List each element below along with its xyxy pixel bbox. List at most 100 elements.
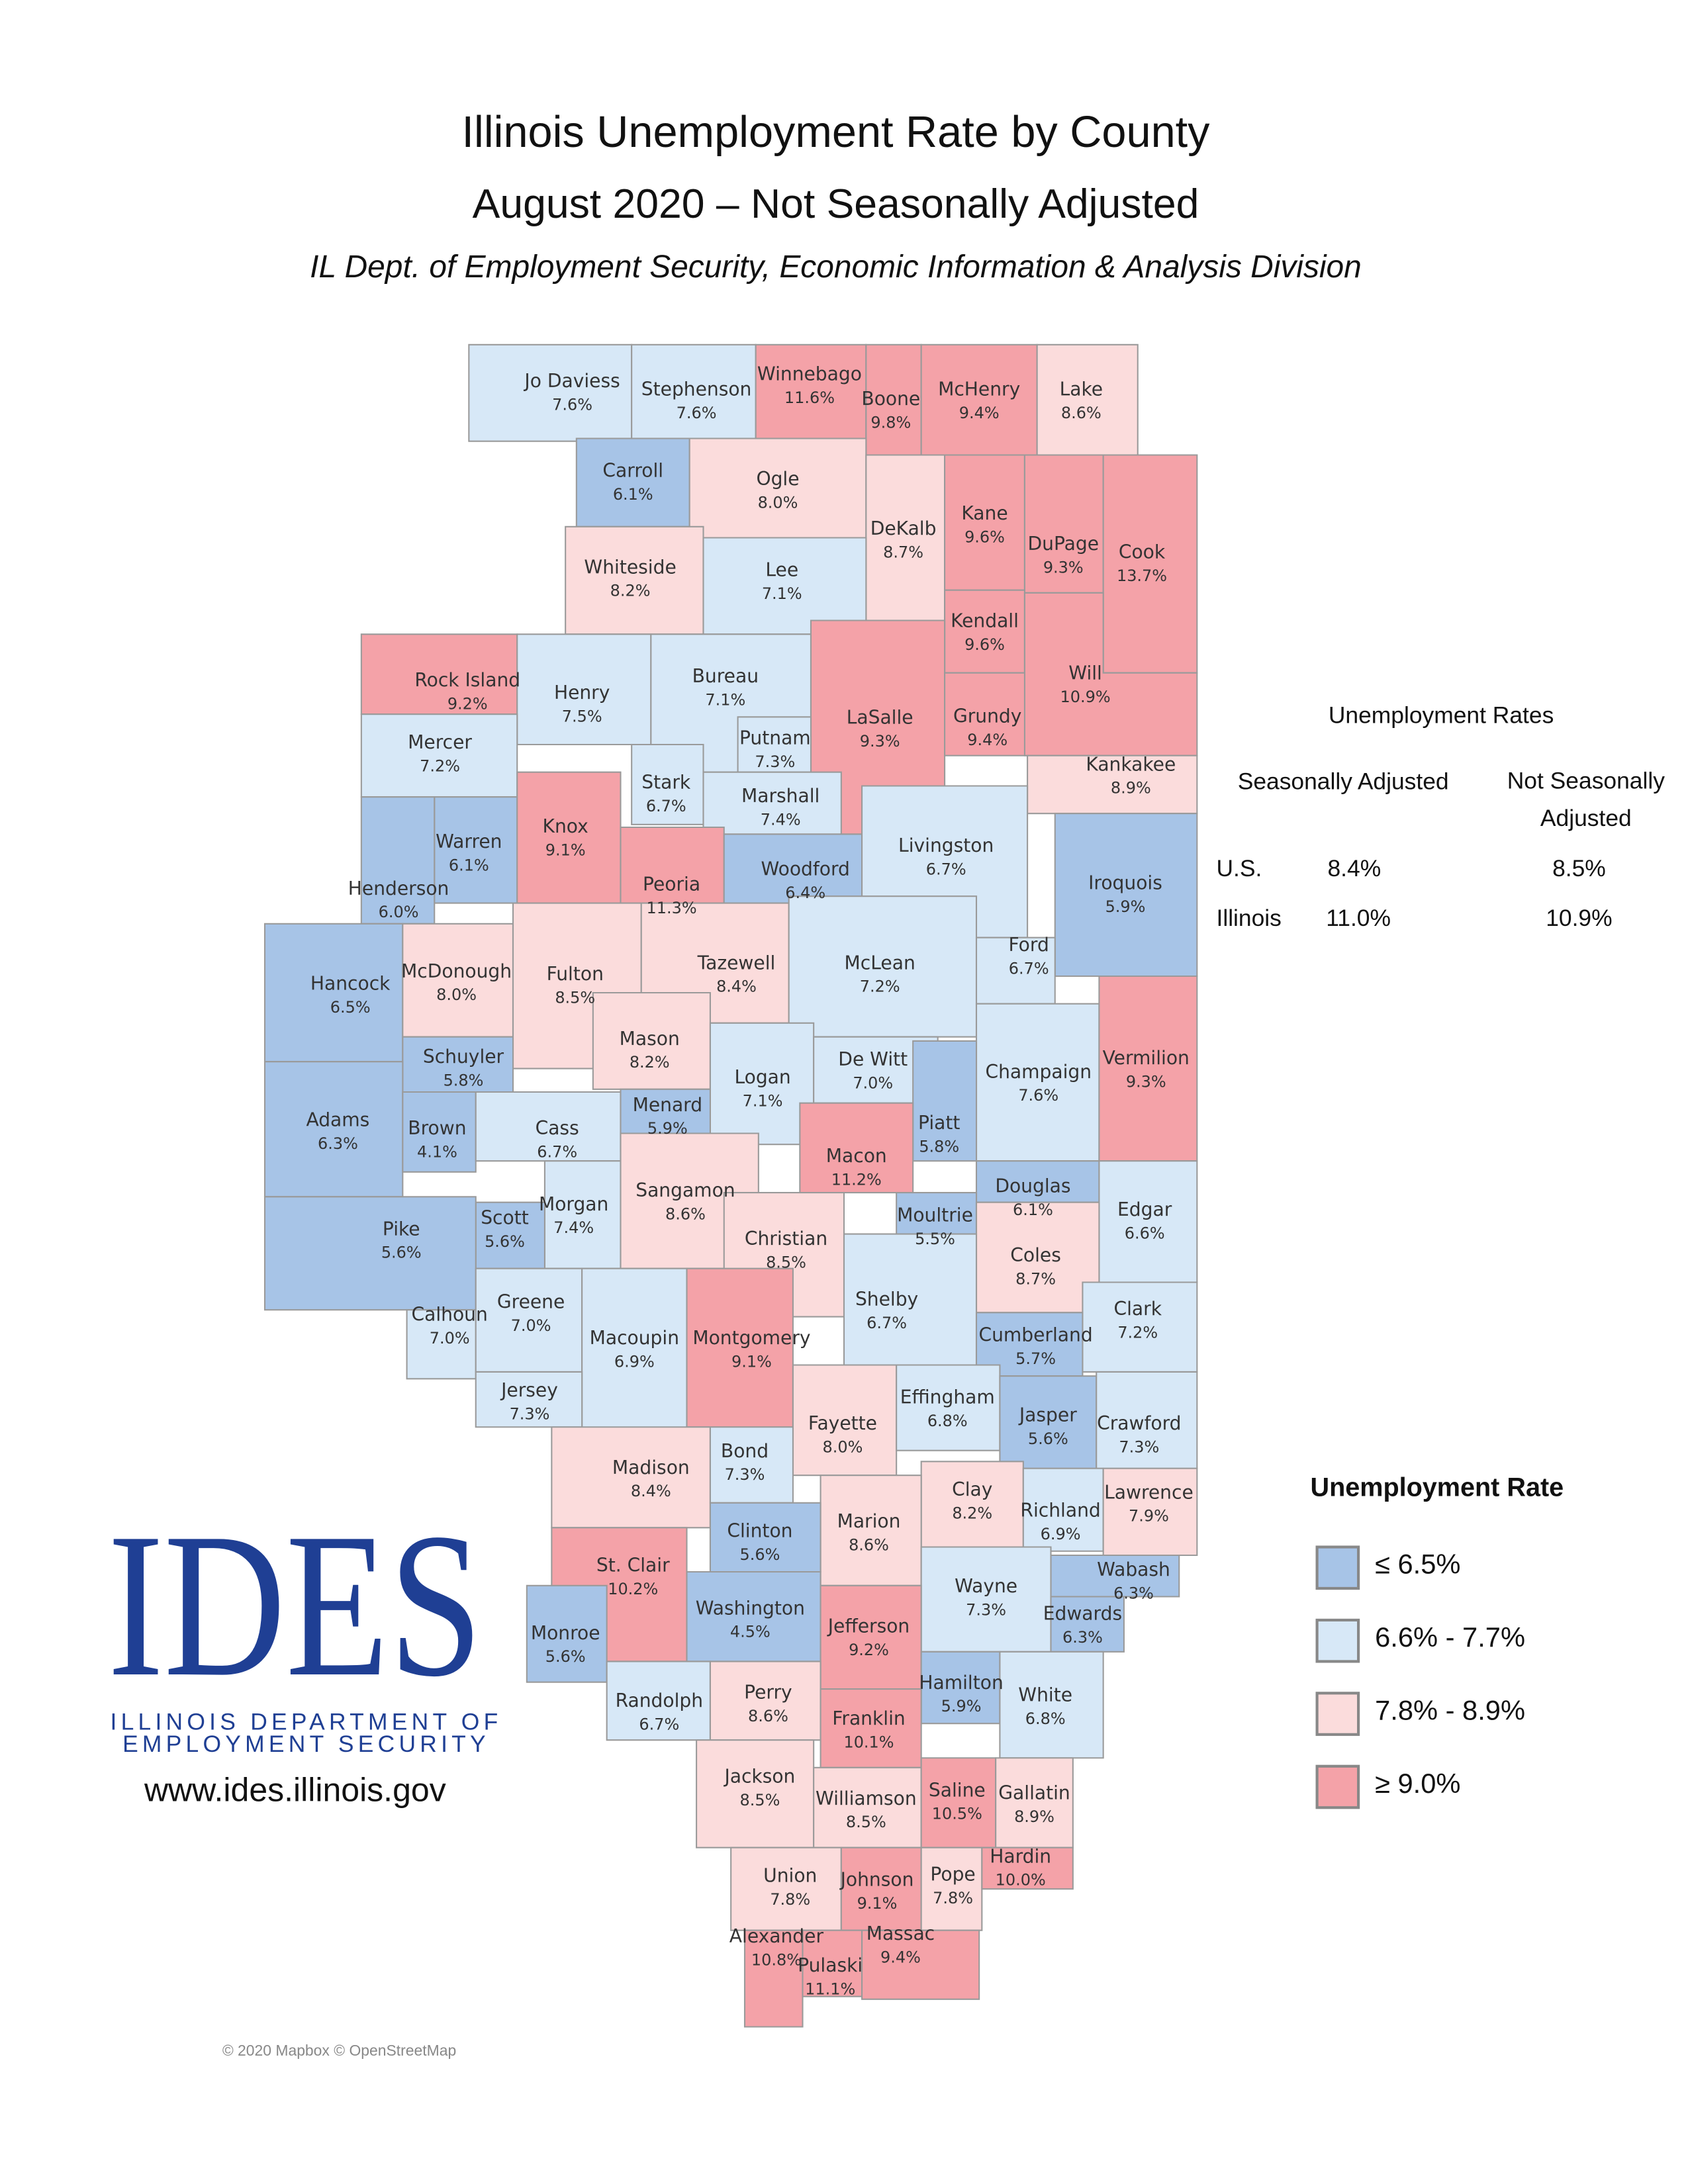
county-rate: 5.9%: [941, 1697, 982, 1715]
county-name: Clay: [952, 1479, 992, 1500]
county-name: Alexander: [729, 1925, 824, 1947]
county-name: Pope: [930, 1863, 975, 1885]
county: [1054, 813, 1198, 978]
county-rate: 5.5%: [915, 1230, 955, 1248]
county-name: Fulton: [547, 963, 604, 985]
county-rate: 6.7%: [646, 797, 686, 815]
county-name: Schuyler: [423, 1046, 504, 1068]
county: [360, 713, 518, 798]
county-name: Iroquois: [1088, 872, 1162, 893]
county-rate: 7.6%: [552, 396, 592, 414]
county-name: Stephenson: [641, 379, 752, 400]
county: [402, 1091, 477, 1173]
county-rate: 10.9%: [1060, 688, 1111, 706]
county-name: Gallatin: [998, 1782, 1070, 1803]
county-name: Champaign: [985, 1061, 1092, 1083]
county-name: Edwards: [1043, 1603, 1122, 1625]
county-name: Bureau: [692, 665, 759, 687]
county-rate: 7.3%: [755, 752, 795, 771]
county-name: Boone: [861, 388, 920, 410]
county-name: Kane: [961, 502, 1008, 524]
county-rate: 8.0%: [758, 493, 798, 512]
county-rate: 13.7%: [1117, 567, 1167, 585]
county-rate: 6.9%: [1041, 1525, 1081, 1543]
logo-line: EMPLOYMENT SECURITY: [122, 1731, 490, 1757]
county-name: Whiteside: [584, 556, 676, 578]
county-name: Lee: [765, 559, 798, 581]
logo-line: ILLINOIS DEPARTMENT OF: [111, 1709, 502, 1735]
legend-swatch: [1315, 1545, 1360, 1590]
cell: 8.5%: [1552, 855, 1606, 882]
county-name: Macoupin: [590, 1327, 679, 1349]
county: [920, 1846, 983, 1931]
legend-swatch: [1315, 1764, 1360, 1809]
row-label: Illinois: [1217, 905, 1282, 931]
county-rate: 6.1%: [449, 856, 489, 874]
county-rate: 6.9%: [614, 1352, 655, 1371]
county-rate: 6.7%: [639, 1715, 679, 1733]
county-rate: 9.4%: [880, 1948, 921, 1966]
county-rate: 10.5%: [932, 1805, 982, 1823]
county-rate: 7.6%: [677, 404, 717, 422]
county-rate: 8.5%: [766, 1253, 806, 1271]
row-label: U.S.: [1217, 855, 1262, 882]
county-rate: 9.3%: [1126, 1072, 1166, 1091]
county-rate: 8.2%: [952, 1504, 992, 1523]
logo-mark: IDES: [108, 1490, 483, 1719]
county-name: Henderson: [348, 878, 449, 899]
county-name: Tazewell: [697, 952, 776, 974]
county-name: Cass: [536, 1117, 579, 1139]
county-rate: 5.6%: [485, 1232, 525, 1251]
county-rate: 8.6%: [849, 1535, 889, 1554]
county-rate: 6.3%: [1113, 1584, 1154, 1602]
county-rate: 6.1%: [613, 485, 653, 504]
county-rate: 7.3%: [510, 1405, 550, 1424]
county-name: Calhoun: [412, 1304, 488, 1326]
logo-url[interactable]: www.ides.illinois.gov: [144, 1772, 446, 1809]
legend-label: ≥ 9.0%: [1375, 1768, 1460, 1799]
county-rate: 11.3%: [647, 899, 697, 917]
county-rate: 9.2%: [447, 695, 488, 713]
county-rate: 8.5%: [846, 1813, 886, 1831]
county: [565, 525, 704, 635]
county-name: McHenry: [938, 379, 1020, 400]
county-name: Christian: [745, 1228, 827, 1250]
county-name: Lawrence: [1104, 1481, 1194, 1503]
county-name: Bond: [721, 1440, 769, 1462]
county-rate: 8.2%: [630, 1053, 670, 1071]
cell: 11.0%: [1326, 905, 1391, 931]
county-name: Putnam: [739, 727, 811, 749]
county: [999, 1651, 1104, 1759]
county-name: White: [1018, 1684, 1072, 1706]
county-name: Woodford: [761, 858, 849, 880]
legend-label: ≤ 6.5%: [1375, 1549, 1460, 1580]
county-name: Marion: [837, 1510, 901, 1532]
county-name: Jefferson: [827, 1615, 910, 1637]
county-rate: 11.1%: [805, 1979, 855, 1998]
county-name: Jo Daviess: [523, 370, 620, 392]
county-rate: 8.7%: [883, 543, 923, 561]
county-rate: 7.1%: [743, 1092, 783, 1111]
county-rate: 6.0%: [379, 903, 419, 921]
county-name: Union: [763, 1864, 817, 1886]
county-name: Saline: [929, 1779, 986, 1801]
county-name: Monroe: [531, 1622, 600, 1644]
county-rate: 7.1%: [762, 584, 802, 603]
county-rate: 9.2%: [849, 1641, 889, 1659]
county-rate: 8.5%: [555, 988, 595, 1007]
county-name: LaSalle: [847, 706, 914, 728]
county-name: Pike: [383, 1218, 420, 1240]
county-rate: 7.4%: [553, 1218, 594, 1237]
county-rate: 7.8%: [933, 1889, 973, 1907]
county: [730, 1846, 842, 1931]
column-header: Seasonally Adjusted: [1238, 768, 1449, 795]
county-name: Jersey: [500, 1379, 558, 1401]
county-rate: 8.6%: [665, 1205, 706, 1223]
county: [861, 1929, 980, 2000]
county-name: Kankakee: [1086, 753, 1176, 775]
legend-swatch: [1315, 1692, 1360, 1736]
county-name: Cook: [1119, 541, 1166, 563]
county-name: Lake: [1060, 379, 1103, 400]
county-rate: 6.8%: [927, 1412, 968, 1430]
